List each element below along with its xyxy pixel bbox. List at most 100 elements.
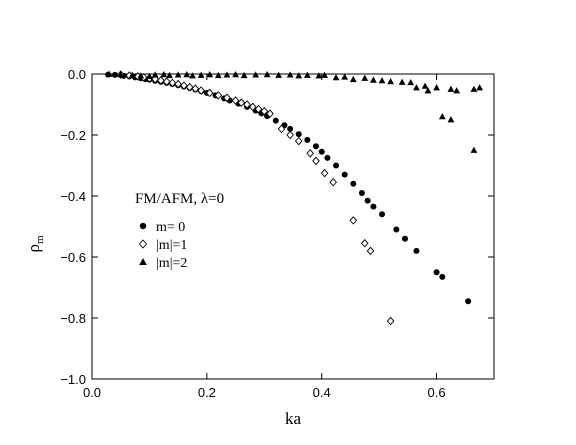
- data-point-series-0: [295, 131, 302, 138]
- data-point-series-2: [146, 72, 153, 80]
- y-axis-label-main: ρ: [24, 244, 43, 252]
- data-point-series-1: [366, 246, 375, 256]
- data-point-series-1: [174, 79, 182, 89]
- data-point-series-2: [160, 71, 168, 78]
- data-point-series-1: [231, 96, 240, 105]
- data-point-series-1: [180, 81, 188, 90]
- data-point-series-0: [333, 162, 340, 169]
- legend-marker-m1: [138, 239, 148, 249]
- legend-label-m2: |m|=2: [156, 256, 187, 271]
- y-tick-label: −1.0: [60, 372, 86, 387]
- data-point-series-1: [223, 93, 231, 103]
- data-point-series-2: [166, 71, 173, 79]
- data-points: [105, 70, 484, 326]
- data-point-series-2: [232, 71, 239, 78]
- data-point-series-1: [168, 78, 177, 88]
- data-point-series-0: [272, 117, 279, 124]
- y-tick-label: −0.6: [60, 250, 86, 265]
- data-point-series-2: [361, 74, 369, 81]
- data-point-series-2: [341, 73, 349, 80]
- data-point-series-1: [329, 177, 338, 187]
- data-point-series-0: [379, 211, 386, 218]
- data-point-series-1: [205, 88, 214, 98]
- data-point-series-2: [223, 71, 231, 78]
- data-point-series-2: [275, 71, 283, 78]
- data-point-series-2: [252, 71, 260, 78]
- data-point-series-2: [433, 84, 440, 91]
- data-point-series-2: [424, 87, 432, 94]
- data-point-series-2: [183, 71, 191, 78]
- data-point-series-2: [128, 71, 136, 78]
- data-point-series-1: [266, 109, 274, 118]
- data-point-series-2: [214, 71, 222, 79]
- data-point-series-0: [324, 154, 331, 161]
- data-point-series-2: [321, 71, 328, 78]
- data-point-series-0: [370, 203, 377, 210]
- plot-frame: [91, 73, 495, 380]
- x-tick-label: 0.4: [313, 385, 331, 400]
- data-point-series-2: [447, 116, 455, 123]
- data-point-series-2: [174, 71, 182, 78]
- y-tick-label: −0.8: [60, 311, 86, 326]
- data-point-series-2: [470, 85, 478, 92]
- data-point-series-2: [263, 71, 271, 78]
- data-point-series-2: [315, 72, 323, 79]
- y-tick-label: −0.4: [60, 189, 86, 204]
- data-point-series-0: [439, 273, 446, 280]
- data-point-series-2: [470, 146, 478, 153]
- y-tick-label: 0.0: [68, 67, 86, 82]
- x-tick-label: 0.6: [428, 385, 446, 400]
- data-point-series-2: [105, 70, 113, 77]
- data-point-series-1: [286, 130, 294, 140]
- data-point-series-1: [157, 76, 165, 85]
- data-point-series-2: [303, 71, 311, 78]
- data-point-series-1: [320, 168, 329, 178]
- data-point-series-1: [312, 156, 320, 166]
- data-point-series-2: [137, 72, 145, 79]
- data-point-series-2: [189, 72, 196, 79]
- data-point-series-0: [341, 171, 348, 178]
- y-tick-label: −0.2: [60, 128, 86, 143]
- data-point-series-2: [476, 84, 484, 91]
- data-point-series-0: [401, 235, 408, 242]
- data-point-series-1: [237, 98, 246, 107]
- data-point-series-2: [378, 77, 386, 84]
- data-point-series-2: [151, 71, 159, 78]
- data-point-series-1: [349, 216, 358, 225]
- data-point-series-0: [304, 136, 311, 143]
- data-point-series-1: [191, 84, 200, 93]
- data-point-series-1: [214, 91, 223, 100]
- x-axis-label: ka: [285, 409, 302, 428]
- y-axis-label: ρm: [24, 235, 46, 252]
- data-point-series-1: [254, 104, 263, 114]
- x-tick-label: 0.0: [83, 385, 101, 400]
- data-point-series-0: [318, 148, 325, 155]
- data-point-series-1: [294, 136, 303, 146]
- annotation-label: FM/AFM, λ=0: [135, 191, 224, 207]
- data-point-series-2: [332, 74, 340, 81]
- data-point-series-2: [295, 72, 303, 79]
- svg-text:ρm: ρm: [24, 235, 46, 252]
- y-axis-label-sub: m: [34, 235, 46, 244]
- data-point-series-2: [117, 71, 125, 78]
- data-point-series-1: [306, 149, 315, 158]
- data-point-series-2: [387, 78, 395, 85]
- data-point-series-0: [111, 71, 118, 78]
- legend-label-m0: m= 0: [156, 220, 185, 235]
- data-point-series-0: [393, 226, 400, 233]
- legend-marker-m0: [139, 222, 147, 230]
- data-point-series-2: [206, 71, 214, 78]
- data-point-series-2: [240, 71, 248, 79]
- data-point-series-2: [286, 71, 294, 78]
- data-point-series-2: [398, 78, 406, 85]
- data-point-series-1: [260, 106, 269, 116]
- legend-marker-m2: [139, 258, 147, 265]
- data-point-series-1: [243, 100, 251, 109]
- data-point-series-2: [447, 85, 455, 92]
- data-point-series-2: [453, 87, 461, 94]
- data-point-series-2: [407, 78, 415, 86]
- data-point-series-2: [438, 113, 446, 120]
- data-point-series-1: [386, 316, 395, 326]
- data-point-series-0: [364, 197, 371, 204]
